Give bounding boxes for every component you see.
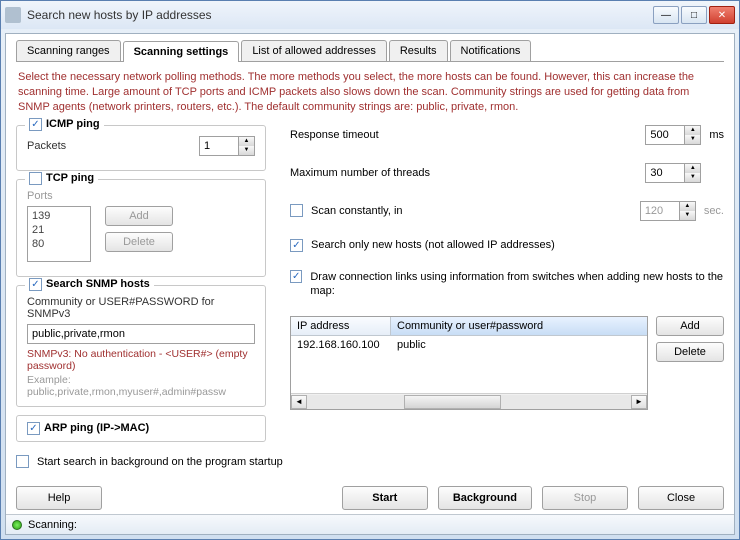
tab-results[interactable]: Results [389, 40, 448, 61]
col-community[interactable]: Community or user#password [391, 317, 647, 335]
scroll-right-icon[interactable]: ► [631, 395, 647, 409]
spinner-down-icon[interactable]: ▼ [239, 146, 254, 155]
status-text: Scanning: [28, 519, 77, 531]
tab-allowed-addresses[interactable]: List of allowed addresses [241, 40, 387, 61]
cell-ip: 192.168.160.100 [291, 336, 391, 354]
close-dialog-button[interactable]: Close [638, 486, 724, 510]
max-threads-spinner[interactable]: ▲▼ [645, 163, 701, 183]
scroll-left-icon[interactable]: ◄ [291, 395, 307, 409]
tcp-title: TCP ping [46, 172, 94, 184]
port-item[interactable]: 21 [32, 223, 86, 237]
spinner-up-icon[interactable]: ▲ [685, 164, 700, 173]
ms-label: ms [709, 129, 724, 141]
spinner-down-icon[interactable]: ▼ [680, 211, 695, 220]
scroll-thumb[interactable] [404, 395, 501, 409]
help-button[interactable]: Help [16, 486, 102, 510]
cell-community: public [391, 336, 432, 354]
scan-constantly-label: Scan constantly, in [311, 205, 632, 217]
snmp-note: SNMPv3: No authentication - <USER#> (emp… [27, 348, 255, 372]
tab-scanning-settings[interactable]: Scanning settings [123, 41, 240, 62]
titlebar: Search new hosts by IP addresses — □ ✕ [1, 1, 739, 29]
startup-option: Start search in background on the progra… [16, 455, 724, 468]
table-header: IP address Community or user#password [291, 317, 647, 336]
spinner-down-icon[interactable]: ▼ [685, 173, 700, 182]
dialog-window: Search new hosts by IP addresses — □ ✕ S… [0, 0, 740, 540]
start-button[interactable]: Start [342, 486, 428, 510]
col-ip[interactable]: IP address [291, 317, 391, 335]
draw-links-label: Draw connection links using information … [310, 270, 724, 299]
snmp-example: Example: public,private,rmon,myuser#,adm… [27, 374, 255, 398]
arp-checkbox[interactable] [27, 422, 40, 435]
table-body: 192.168.160.100 public [291, 336, 647, 393]
spinner-up-icon[interactable]: ▲ [239, 137, 254, 146]
maximize-button[interactable]: □ [681, 6, 707, 24]
community-input[interactable] [27, 324, 255, 344]
spinner-up-icon[interactable]: ▲ [685, 126, 700, 135]
table-add-button[interactable]: Add [656, 316, 724, 336]
switches-table[interactable]: IP address Community or user#password 19… [290, 316, 648, 410]
close-button[interactable]: ✕ [709, 6, 735, 24]
scan-constantly-checkbox[interactable] [290, 204, 303, 217]
tcp-group: TCP ping Ports 139 21 80 Add Delete [16, 179, 266, 277]
dialog-buttons: Help Start Background Stop Close [16, 486, 724, 510]
background-button[interactable]: Background [438, 486, 532, 510]
left-column: ICMP ping Packets ▲▼ TCP ping [16, 125, 266, 451]
community-label: Community or USER#PASSWORD for SNMPv3 [27, 296, 255, 320]
right-column: Response timeout ▲▼ ms Maximum number of… [290, 125, 724, 451]
scan-interval-input[interactable] [640, 201, 680, 221]
packets-label: Packets [27, 140, 66, 152]
response-timeout-input[interactable] [645, 125, 685, 145]
table-row[interactable]: 192.168.160.100 public [291, 336, 647, 354]
tab-notifications[interactable]: Notifications [450, 40, 532, 61]
scroll-track[interactable] [307, 395, 631, 409]
main-columns: ICMP ping Packets ▲▼ TCP ping [16, 125, 724, 451]
max-threads-label: Maximum number of threads [290, 167, 637, 179]
icmp-title: ICMP ping [46, 118, 100, 130]
spinner-up-icon[interactable]: ▲ [680, 202, 695, 211]
packets-spinner[interactable]: ▲▼ [199, 136, 255, 156]
icmp-group: ICMP ping Packets ▲▼ [16, 125, 266, 171]
arp-title: ARP ping (IP->MAC) [44, 422, 149, 434]
scan-interval-spinner[interactable]: ▲▼ [640, 201, 696, 221]
sec-label: sec. [704, 205, 724, 217]
table-hscrollbar[interactable]: ◄ ► [291, 393, 647, 409]
ports-label: Ports [27, 190, 255, 202]
tcp-checkbox[interactable] [29, 172, 42, 185]
snmp-group: Search SNMP hosts Community or USER#PASS… [16, 285, 266, 407]
port-item[interactable]: 139 [32, 209, 86, 223]
snmp-checkbox[interactable] [29, 278, 42, 291]
switches-table-wrap: IP address Community or user#password 19… [290, 316, 724, 410]
search-new-checkbox[interactable] [290, 239, 303, 252]
port-item[interactable]: 80 [32, 237, 86, 251]
window-title: Search new hosts by IP addresses [27, 8, 651, 22]
spinner-down-icon[interactable]: ▼ [685, 135, 700, 144]
arp-group: ARP ping (IP->MAC) [16, 415, 266, 442]
ports-list[interactable]: 139 21 80 [27, 206, 91, 262]
icmp-checkbox[interactable] [29, 118, 42, 131]
snmp-title: Search SNMP hosts [46, 278, 150, 290]
dialog-content: Scanning ranges Scanning settings List o… [5, 33, 735, 535]
startup-label: Start search in background on the progra… [37, 456, 283, 468]
table-delete-button[interactable]: Delete [656, 342, 724, 362]
status-indicator-icon [12, 520, 22, 530]
draw-links-checkbox[interactable] [290, 270, 302, 283]
app-icon [5, 7, 21, 23]
instructions-text: Select the necessary network polling met… [18, 70, 722, 115]
startup-checkbox[interactable] [16, 455, 29, 468]
minimize-button[interactable]: — [653, 6, 679, 24]
response-timeout-label: Response timeout [290, 129, 637, 141]
tcp-delete-button[interactable]: Delete [105, 232, 173, 252]
packets-input[interactable] [199, 136, 239, 156]
stop-button[interactable]: Stop [542, 486, 628, 510]
search-new-label: Search only new hosts (not allowed IP ad… [311, 239, 555, 251]
response-timeout-spinner[interactable]: ▲▼ [645, 125, 701, 145]
tab-scanning-ranges[interactable]: Scanning ranges [16, 40, 121, 61]
status-bar: Scanning: [6, 514, 734, 534]
tcp-add-button[interactable]: Add [105, 206, 173, 226]
tab-strip: Scanning ranges Scanning settings List o… [16, 40, 724, 62]
max-threads-input[interactable] [645, 163, 685, 183]
